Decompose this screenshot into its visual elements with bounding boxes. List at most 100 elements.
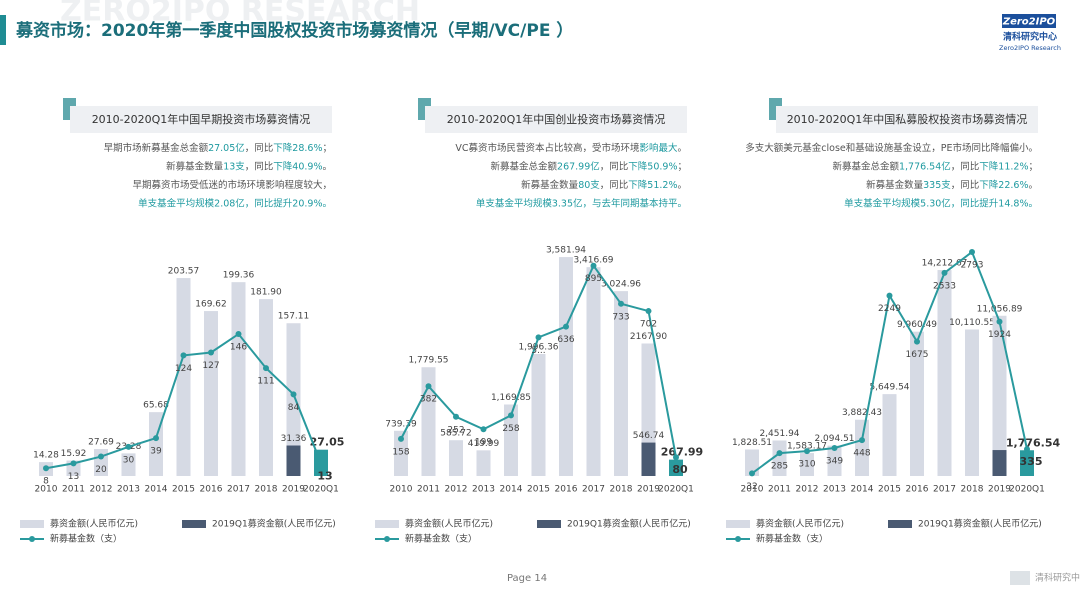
- x-tick-label: 2016: [555, 485, 578, 495]
- x-tick-label: 2014: [500, 485, 523, 495]
- x-tick-label: 2010: [741, 485, 764, 495]
- legend-marker: [29, 536, 35, 542]
- note-segment: 。: [1028, 180, 1038, 191]
- x-tick-label: 2016: [906, 485, 929, 495]
- legend-label: 2019Q1募资金额(人民币亿元): [567, 518, 691, 530]
- line-value-label: 5...: [531, 346, 545, 356]
- line-point: [98, 453, 104, 460]
- x-tick-label: 2017: [933, 485, 956, 495]
- note-segment: 早期市场新募基金总金额: [104, 142, 209, 154]
- x-tick-label: 2019: [637, 485, 660, 495]
- x-tick-label: 2015: [878, 485, 901, 495]
- note-segment: 新募基金数量: [521, 179, 579, 191]
- panel-title: 2010-2020Q1年中国早期投资市场募资情况: [92, 112, 311, 126]
- bar-value-label: 1,583.17: [787, 442, 827, 452]
- x-tick-label: 2019: [282, 485, 305, 495]
- note-segment: 下降22.6%: [979, 179, 1028, 191]
- bar: [992, 315, 1007, 476]
- x-tick-label: 2019: [988, 485, 1011, 495]
- x-tick-label: 2015: [172, 485, 195, 495]
- note-segment: 新募基金数量: [866, 179, 924, 191]
- x-tick-label: 2016: [200, 485, 223, 495]
- line-value-label: 84: [288, 403, 300, 413]
- line-value-label: 349: [826, 457, 843, 467]
- bar-value-label: 14,212.67: [922, 259, 968, 269]
- bar-value-label: 27.69: [88, 438, 114, 448]
- footer-brand: 清科研究中心: [1035, 572, 1080, 584]
- bar-value-label: 199.36: [223, 271, 255, 281]
- note-line: 早期市场新募基金总金额27.05亿，同比下降28.6%；: [104, 142, 332, 154]
- note-segment: ，同比: [245, 142, 274, 154]
- bar-value-label: 2,094.51: [814, 434, 854, 444]
- note-segment: 单支基金平均规模3.35亿，与去年同期基本持平。: [476, 197, 687, 209]
- line-point: [673, 454, 679, 461]
- bar: [965, 329, 979, 476]
- line-point: [590, 262, 597, 269]
- line-point: [398, 435, 404, 442]
- note-line: 新募基金总金额267.99亿，同比下降50.9%；: [491, 160, 687, 172]
- note-line: 单支基金平均规模3.35亿，与去年同期基本持平。: [476, 197, 687, 209]
- line-point: [886, 292, 893, 299]
- x-tick-label: 2017: [582, 485, 605, 495]
- x-tick-label: 2013: [117, 485, 140, 495]
- note-line: 新募基金数量13支，同比下降40.9%。: [166, 160, 332, 172]
- bar: [772, 440, 787, 476]
- line-point: [645, 308, 652, 315]
- line-value-label: 702: [640, 320, 657, 330]
- bar-value-label: 10,110.55: [949, 318, 995, 328]
- line-value-label: 1924: [988, 330, 1011, 340]
- note-line: 早期募资市场受低迷的市场环境影响程度较大，: [132, 179, 332, 191]
- bar-value-label: 267.99: [661, 446, 703, 459]
- note-line: 新募基金数量80支，同比下降51.2%。: [521, 179, 687, 191]
- note-segment: 早期募资市场受低迷的市场环境影响程度较大，: [132, 179, 332, 191]
- line-value-label: 1675: [906, 350, 929, 360]
- line-value-label: 448: [853, 449, 870, 459]
- line-value-label: 258: [502, 424, 519, 434]
- note-segment: 新募基金总金额: [832, 160, 899, 172]
- bar: [855, 419, 869, 476]
- note-segment: ，同比: [600, 160, 629, 172]
- x-tick-label: 2011: [768, 485, 791, 495]
- x-tick-label: 2018: [961, 485, 984, 495]
- panel-title-box: [425, 106, 687, 133]
- bar: [937, 270, 952, 476]
- legend-swatch: [182, 520, 206, 528]
- x-tick-label: 2011: [417, 485, 440, 495]
- legend-swatch: [20, 520, 44, 528]
- title-accent: [0, 15, 6, 45]
- legend-swatch: [888, 520, 912, 528]
- note-segment: 335支: [923, 179, 951, 191]
- legend-swatch: [726, 520, 750, 528]
- bar-value-label: 15.92: [61, 449, 87, 459]
- bar-value-label: 419.99: [468, 439, 500, 449]
- legend-swatch: [375, 520, 399, 528]
- line-value-label: 335: [1020, 455, 1043, 468]
- line-point: [618, 300, 624, 307]
- line-point: [749, 470, 755, 477]
- legend-label: 2019Q1募资金额(人民币亿元): [918, 518, 1042, 530]
- line-value-label: 13: [68, 472, 79, 482]
- x-tick-label: 2020Q1: [1009, 485, 1045, 495]
- bar: [910, 331, 924, 476]
- x-tick-label: 2012: [445, 485, 468, 495]
- bar-value-label: 181.90: [250, 288, 282, 298]
- note-segment: ，同比: [245, 160, 274, 172]
- legend-swatch: [537, 520, 561, 528]
- line-point: [563, 323, 569, 330]
- bar-value-label: 739.39: [385, 419, 417, 429]
- line-point: [941, 269, 948, 276]
- line-point: [508, 412, 514, 419]
- line-point: [318, 460, 324, 467]
- bar: [882, 394, 897, 476]
- line-value-label: 2533: [933, 281, 956, 291]
- bar: [259, 299, 273, 476]
- bar-value-label: 3,024.96: [601, 280, 641, 290]
- note-segment: ，同比: [600, 179, 629, 191]
- bar-value-label: 169.62: [195, 300, 227, 310]
- panel-title: 2010-2020Q1年中国创业投资市场募资情况: [447, 112, 666, 126]
- x-tick-label: 2018: [255, 485, 278, 495]
- note-segment: 单支基金平均规模2.08亿，同比提升20.9%。: [138, 197, 332, 209]
- bar: [827, 445, 842, 476]
- x-tick-label: 2017: [227, 485, 250, 495]
- line-point: [776, 450, 783, 457]
